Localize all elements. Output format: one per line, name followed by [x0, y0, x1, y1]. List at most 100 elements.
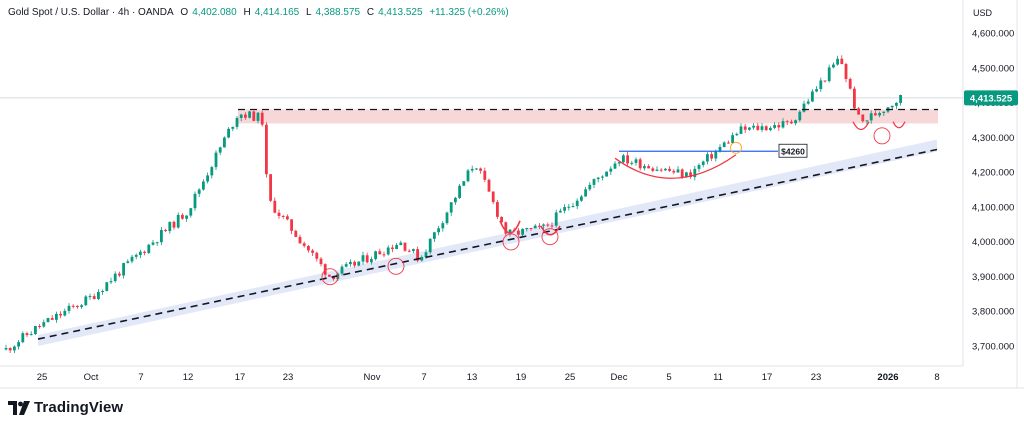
- candle-body[interactable]: [470, 168, 474, 171]
- candle-body[interactable]: [773, 125, 776, 128]
- candle-body[interactable]: [63, 310, 67, 316]
- candle-body[interactable]: [760, 126, 764, 130]
- candle-body[interactable]: [315, 252, 319, 259]
- last-price-tag[interactable]: [964, 90, 1018, 106]
- candle-body[interactable]: [340, 266, 344, 274]
- candle-body[interactable]: [701, 161, 705, 166]
- candle-body[interactable]: [710, 154, 713, 159]
- candle-body[interactable]: [739, 126, 743, 134]
- candle-body[interactable]: [290, 219, 293, 231]
- candle-body[interactable]: [328, 274, 331, 277]
- candle-body[interactable]: [361, 255, 365, 262]
- candle-body[interactable]: [223, 137, 226, 148]
- candle-body[interactable]: [59, 313, 62, 316]
- candle-body[interactable]: [626, 155, 629, 164]
- candle-body[interactable]: [50, 318, 54, 320]
- candle-body[interactable]: [781, 121, 785, 128]
- candle-body[interactable]: [869, 113, 873, 121]
- candle-body[interactable]: [193, 193, 197, 209]
- candle-body[interactable]: [605, 171, 608, 177]
- candle-body[interactable]: [638, 159, 642, 169]
- candle-body[interactable]: [357, 261, 361, 266]
- candle-body[interactable]: [491, 191, 495, 203]
- candle-body[interactable]: [294, 230, 298, 237]
- candle-body[interactable]: [580, 196, 583, 201]
- candle-body[interactable]: [542, 224, 545, 226]
- candle-body[interactable]: [113, 273, 117, 282]
- candle-body[interactable]: [118, 273, 121, 276]
- candle-body[interactable]: [546, 224, 550, 226]
- candle-body[interactable]: [13, 346, 16, 351]
- candle-body[interactable]: [609, 168, 613, 172]
- touch-marker[interactable]: [387, 257, 405, 275]
- touch-marker-orange[interactable]: [730, 141, 742, 154]
- candle-body[interactable]: [794, 120, 797, 124]
- candle-body[interactable]: [374, 251, 377, 260]
- candle-body[interactable]: [848, 79, 852, 89]
- touch-marker[interactable]: [873, 127, 891, 145]
- candle-body[interactable]: [67, 305, 71, 311]
- candle-body[interactable]: [332, 276, 335, 280]
- candle-body[interactable]: [575, 200, 579, 207]
- candle-body[interactable]: [34, 325, 37, 335]
- candle-body[interactable]: [197, 189, 201, 194]
- candle-body[interactable]: [836, 58, 839, 65]
- candle-body[interactable]: [403, 242, 407, 251]
- dip-arc[interactable]: [892, 121, 906, 129]
- candle-body[interactable]: [861, 114, 865, 122]
- candle-body[interactable]: [202, 181, 205, 190]
- candle-body[interactable]: [706, 154, 709, 162]
- candle-body[interactable]: [840, 58, 844, 64]
- candle-body[interactable]: [500, 216, 503, 223]
- candle-body[interactable]: [655, 169, 659, 171]
- candle-body[interactable]: [748, 127, 751, 130]
- candle-body[interactable]: [122, 263, 125, 276]
- candle-body[interactable]: [17, 342, 20, 347]
- candle-body[interactable]: [185, 215, 188, 219]
- candle-body[interactable]: [487, 179, 491, 192]
- candle-body[interactable]: [588, 184, 592, 190]
- candle-body[interactable]: [302, 243, 306, 246]
- candle-body[interactable]: [130, 256, 134, 262]
- touch-marker[interactable]: [502, 233, 520, 251]
- candle-body[interactable]: [785, 121, 789, 123]
- candle-body[interactable]: [802, 103, 806, 112]
- candle-body[interactable]: [424, 252, 428, 257]
- candle-body[interactable]: [475, 168, 478, 170]
- candle-body[interactable]: [391, 247, 394, 250]
- candle-body[interactable]: [777, 125, 781, 128]
- candle-body[interactable]: [235, 117, 239, 127]
- dip-arc[interactable]: [540, 225, 561, 236]
- candle-body[interactable]: [634, 159, 638, 163]
- candle-body[interactable]: [42, 322, 46, 327]
- candle-body[interactable]: [269, 174, 272, 201]
- candle-body[interactable]: [689, 172, 692, 178]
- candle-body[interactable]: [592, 179, 596, 185]
- candle-body[interactable]: [38, 325, 41, 327]
- candle-body[interactable]: [365, 255, 369, 263]
- candle-body[interactable]: [659, 169, 663, 171]
- candle-body[interactable]: [151, 242, 155, 245]
- candle-body[interactable]: [160, 229, 163, 243]
- candle-body[interactable]: [97, 292, 100, 299]
- candle-body[interactable]: [214, 152, 218, 168]
- candle-body[interactable]: [231, 126, 235, 129]
- candle-body[interactable]: [260, 112, 264, 125]
- candle-body[interactable]: [181, 214, 184, 219]
- candle-body[interactable]: [617, 162, 621, 164]
- candle-body[interactable]: [349, 261, 352, 265]
- candle-body[interactable]: [281, 215, 285, 217]
- candle-body[interactable]: [643, 166, 646, 169]
- candle-body[interactable]: [416, 249, 419, 261]
- candle-body[interactable]: [878, 112, 881, 116]
- candle-body[interactable]: [769, 127, 772, 131]
- candle-body[interactable]: [227, 128, 230, 138]
- candle-body[interactable]: [538, 225, 541, 227]
- candle-body[interactable]: [126, 261, 130, 264]
- candle-body[interactable]: [756, 125, 760, 130]
- candle-body[interactable]: [143, 251, 146, 253]
- candle-body[interactable]: [874, 113, 877, 116]
- candle-body[interactable]: [105, 282, 109, 292]
- candle-body[interactable]: [218, 147, 222, 153]
